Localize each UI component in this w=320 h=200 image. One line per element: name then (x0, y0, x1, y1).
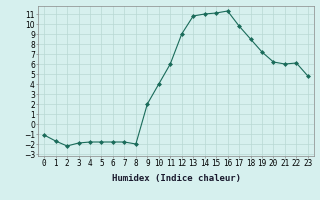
X-axis label: Humidex (Indice chaleur): Humidex (Indice chaleur) (111, 174, 241, 183)
